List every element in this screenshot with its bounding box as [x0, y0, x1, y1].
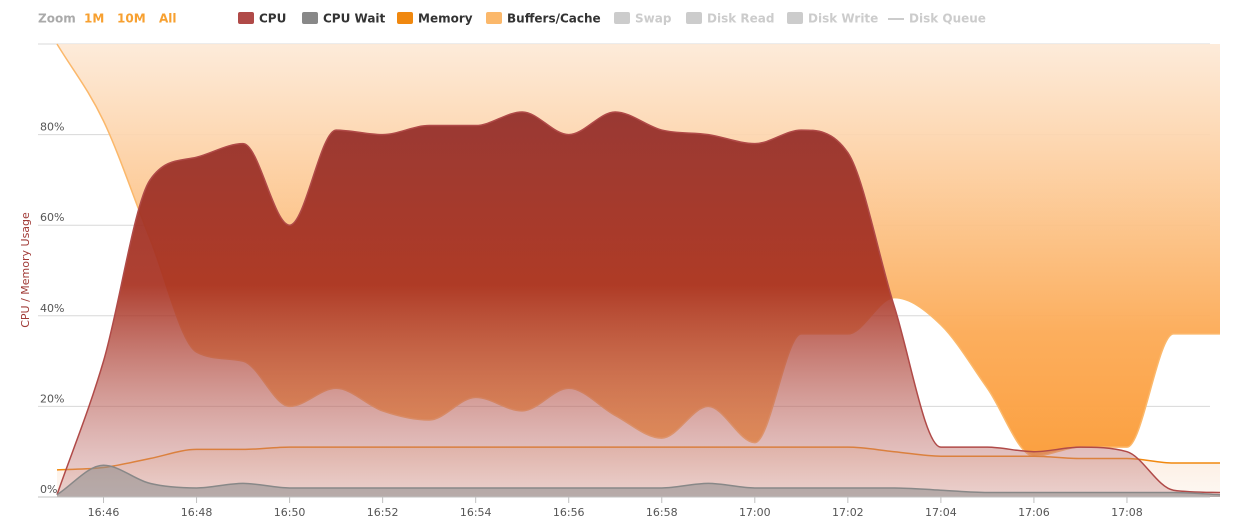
legend-label: Disk Read	[707, 12, 774, 26]
legend-item[interactable]: Swap	[614, 12, 672, 26]
legend-swatch	[686, 12, 702, 24]
y-tick-label: 20%	[40, 392, 64, 405]
legend-label: Disk Write	[808, 12, 878, 26]
legend-swatch	[397, 12, 413, 24]
legend-item[interactable]: Disk Write	[787, 12, 878, 26]
legend-swatch	[486, 12, 502, 24]
area-fill	[57, 465, 1220, 497]
legend-swatch	[787, 12, 803, 24]
legend-item[interactable]: CPU Wait	[302, 12, 386, 26]
zoom-button[interactable]: 10M	[117, 12, 146, 26]
x-tick-label: 16:54	[460, 506, 492, 519]
legend-label: CPU Wait	[323, 12, 386, 26]
y-axis-label: CPU / Memory Usage	[19, 212, 32, 328]
legend-label: Memory	[418, 12, 473, 26]
legend-item[interactable]: Buffers/Cache	[486, 12, 601, 26]
x-tick-label: 16:50	[274, 506, 306, 519]
y-tick-label: 60%	[40, 211, 64, 224]
x-tick-label: 16:52	[367, 506, 399, 519]
x-tick-label: 17:02	[832, 506, 864, 519]
legend-label: Disk Queue	[909, 12, 986, 26]
y-tick-label: 40%	[40, 302, 64, 315]
plot-area	[38, 43, 1221, 498]
x-tick-label: 17:00	[739, 506, 771, 519]
y-tick-label: 80%	[40, 121, 64, 134]
series-line	[56, 464, 1221, 496]
y-tick-label: 0%	[40, 483, 57, 496]
series-line	[56, 111, 1221, 495]
zoom-button[interactable]: 1M	[84, 12, 104, 26]
legend-swatch	[302, 12, 318, 24]
legend-label: Swap	[635, 12, 672, 26]
legend-item[interactable]: Disk Queue	[888, 12, 986, 26]
zoom-button[interactable]: All	[159, 12, 177, 26]
legend-label: Buffers/Cache	[507, 12, 601, 26]
legend-label: CPU	[259, 12, 286, 26]
x-tick-label: 17:08	[1111, 506, 1143, 519]
x-tick-label: 16:46	[88, 506, 120, 519]
x-tick-label: 16:48	[181, 506, 213, 519]
x-tick-label: 17:04	[925, 506, 957, 519]
area-fill	[57, 111, 1220, 497]
x-tick-label: 16:58	[646, 506, 678, 519]
zoom-label: Zoom	[38, 12, 76, 26]
legend-item[interactable]: CPU	[238, 12, 286, 26]
x-tick-label: 16:56	[553, 506, 585, 519]
x-tick-label: 17:06	[1018, 506, 1050, 519]
legend-swatch	[238, 12, 254, 24]
legend-swatch	[614, 12, 630, 24]
legend-item[interactable]: Disk Read	[686, 12, 774, 26]
legend-item[interactable]: Memory	[397, 12, 473, 26]
